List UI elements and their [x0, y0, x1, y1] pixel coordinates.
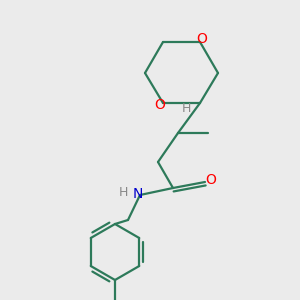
Text: O: O: [206, 173, 216, 187]
Text: H: H: [118, 185, 128, 199]
Text: N: N: [133, 187, 143, 201]
Text: O: O: [154, 98, 165, 112]
Text: O: O: [196, 32, 207, 46]
Text: H: H: [181, 101, 191, 115]
